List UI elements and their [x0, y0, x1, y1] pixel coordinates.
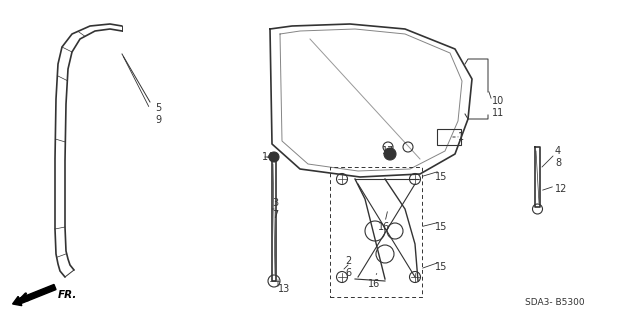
- Text: 2
6: 2 6: [345, 256, 351, 278]
- Text: 13: 13: [278, 284, 291, 294]
- Text: 1: 1: [458, 132, 464, 142]
- Text: 16: 16: [378, 222, 390, 232]
- Text: 17: 17: [382, 146, 394, 156]
- Text: 14: 14: [262, 152, 275, 162]
- Text: 12: 12: [555, 184, 568, 194]
- Circle shape: [269, 152, 279, 162]
- Text: 15: 15: [435, 262, 447, 272]
- Text: 15: 15: [435, 172, 447, 182]
- Text: 3
7: 3 7: [272, 198, 278, 220]
- Circle shape: [384, 148, 396, 160]
- Text: SDA3- B5300: SDA3- B5300: [525, 298, 585, 307]
- Text: 16: 16: [368, 279, 380, 289]
- Text: FR.: FR.: [58, 290, 77, 300]
- Text: 5
9: 5 9: [155, 103, 161, 125]
- FancyBboxPatch shape: [437, 129, 461, 145]
- Text: 10
11: 10 11: [492, 96, 504, 118]
- Text: 4
8: 4 8: [555, 146, 561, 168]
- FancyArrow shape: [13, 285, 56, 306]
- Text: 15: 15: [435, 222, 447, 232]
